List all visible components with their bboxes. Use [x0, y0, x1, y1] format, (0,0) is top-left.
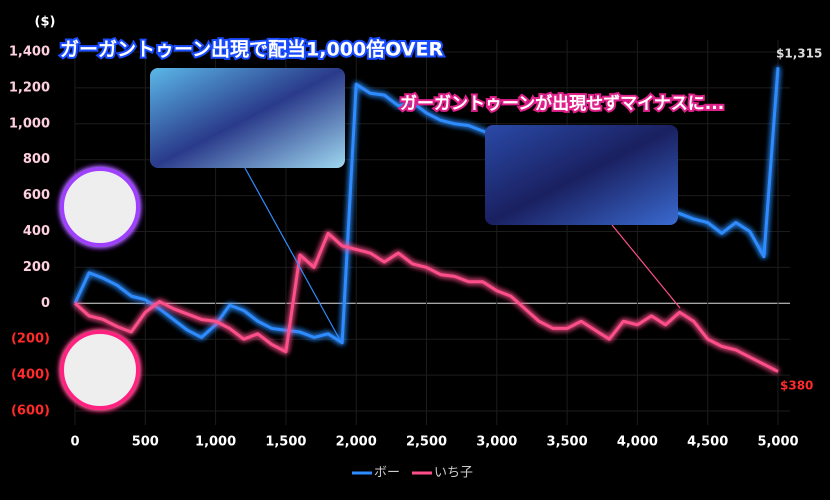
pointer	[244, 167, 341, 341]
y-tick-label: 1,000	[9, 116, 50, 131]
grid	[74, 40, 790, 425]
screenshot	[485, 125, 678, 225]
x-tick-label: 500	[132, 435, 159, 450]
series-line	[74, 231, 779, 373]
y-tick-label: 600	[23, 188, 50, 203]
end-label: $380	[780, 379, 813, 393]
x-tick-label: 3,500	[547, 435, 588, 450]
legend-label: いち子	[434, 466, 473, 481]
y-axis-label: ($)	[35, 15, 56, 30]
avatar	[60, 330, 140, 410]
annotation: ガーガントゥーン出現で配当1,000倍OVER	[60, 38, 443, 61]
legend: ボー いち子	[352, 466, 473, 481]
annotation: ガーガントゥーンが出現せずマイナスに...	[400, 93, 724, 114]
end-label: $1,315	[776, 47, 822, 61]
legend-label: ボー	[374, 466, 400, 481]
y-tick-label: (400)	[11, 368, 50, 383]
y-tick-label: 800	[23, 152, 50, 167]
y-tick-label: (200)	[11, 332, 50, 347]
y-tick-label: 1,400	[9, 45, 50, 60]
screenshot	[150, 68, 345, 168]
x-tick-label: 1,000	[195, 435, 236, 450]
y-tick-label: (600)	[11, 404, 50, 419]
x-tick-label: 4,000	[617, 435, 658, 450]
pointer	[611, 224, 681, 309]
x-tick-label: 4,500	[687, 435, 728, 450]
y-tick-label: 0	[41, 296, 50, 311]
avatar	[60, 167, 140, 247]
x-tick-label: 2,000	[336, 435, 377, 450]
x-tick-label: 5,000	[757, 435, 798, 450]
x-tick-label: 2,500	[406, 435, 447, 450]
y-tick-label: 200	[23, 260, 50, 275]
y-tick-label: 1,200	[9, 80, 50, 95]
x-tick-label: 3,000	[476, 435, 517, 450]
x-tick-label: 0	[70, 435, 79, 450]
y-tick-label: 400	[23, 224, 50, 239]
x-tick-label: 1,500	[265, 435, 306, 450]
